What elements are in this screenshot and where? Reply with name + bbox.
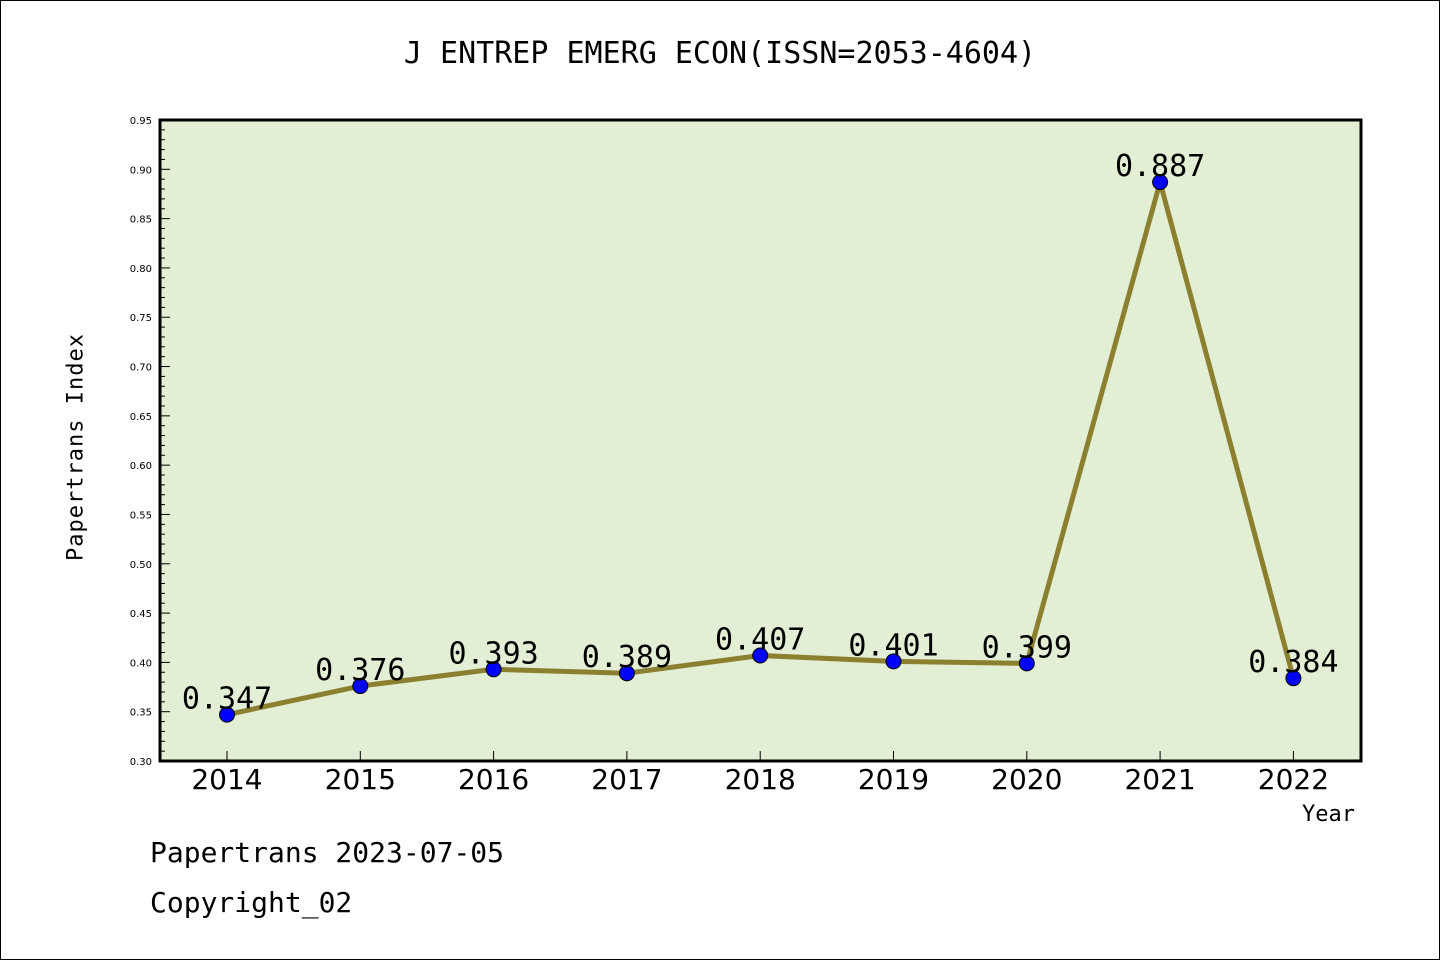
data-label: 0.401 (848, 628, 938, 663)
y-tick-label: 0.45 (130, 609, 152, 620)
data-point (752, 647, 769, 664)
data-label: 0.399 (982, 630, 1072, 665)
y-tick-label: 0.90 (130, 165, 152, 176)
data-point (1018, 655, 1035, 672)
y-tick-label: 0.85 (130, 215, 152, 226)
y-tick-label: 0.95 (130, 116, 152, 127)
y-tick-label: 0.50 (130, 560, 152, 571)
data-label: 0.384 (1248, 645, 1338, 680)
data-point (1285, 670, 1302, 687)
data-label: 0.376 (315, 653, 405, 688)
plot-border (158, 118, 1363, 763)
x-tick-label: 2016 (458, 763, 529, 796)
x-tick-label: 2021 (1124, 763, 1195, 796)
x-tick-label: 2017 (591, 763, 662, 796)
x-tick-label: 2020 (991, 763, 1062, 796)
data-point (352, 678, 369, 695)
footer-copyright: Copyright_02 (150, 886, 353, 919)
data-label: 0.887 (1115, 149, 1205, 184)
data-point (1152, 174, 1169, 191)
x-tick-label: 2022 (1258, 763, 1329, 796)
x-axis-label: Year (1302, 802, 1355, 827)
data-label: 0.393 (448, 636, 538, 671)
data-label: 0.347 (182, 682, 272, 717)
y-tick-label: 0.65 (130, 412, 152, 423)
y-tick-label: 0.35 (130, 708, 152, 719)
data-point (618, 665, 635, 682)
y-tick-label: 0.70 (130, 363, 152, 374)
x-tick-label: 2018 (725, 763, 796, 796)
x-tick-label: 2015 (325, 763, 396, 796)
y-tick-label: 0.60 (130, 461, 152, 472)
y-tick-label: 0.30 (130, 757, 152, 768)
y-tick-label: 0.75 (130, 313, 152, 324)
x-tick-label: 2019 (858, 763, 929, 796)
data-point (219, 706, 235, 723)
data-point (485, 661, 502, 678)
chart-title: J ENTREP EMERG ECON(ISSN=2053-4604) (403, 36, 1037, 71)
y-tick-label: 0.55 (130, 510, 152, 521)
data-label: 0.389 (582, 640, 672, 675)
y-tick-label: 0.40 (130, 658, 152, 669)
y-tick-label: 0.80 (130, 264, 152, 275)
data-label: 0.407 (715, 622, 805, 657)
data-point (885, 653, 902, 670)
footer-source: Papertrans 2023-07-05 (150, 836, 505, 869)
x-tick-label: 2014 (191, 763, 262, 796)
